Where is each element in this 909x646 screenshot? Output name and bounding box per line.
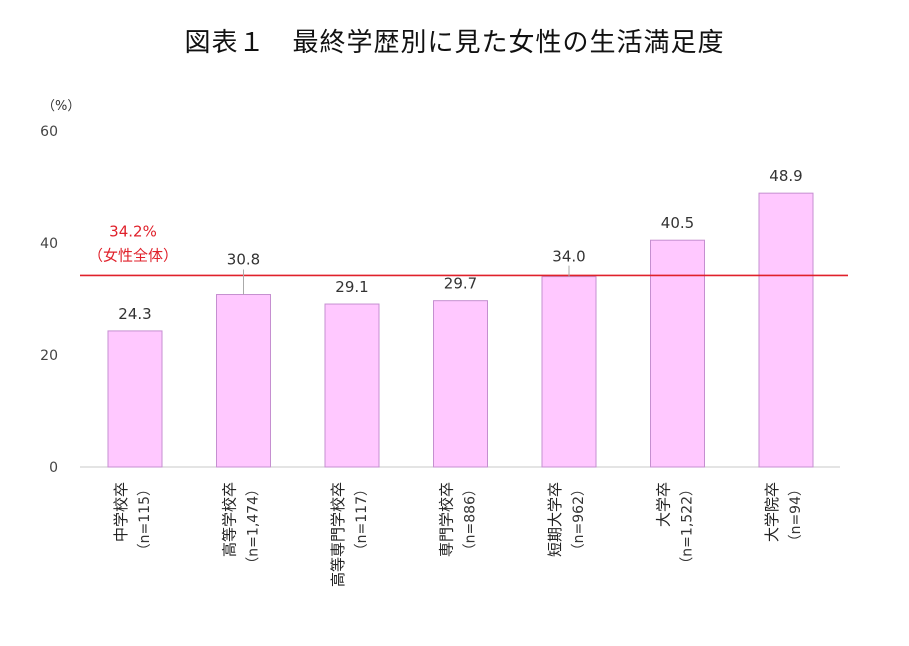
- x-tick-sample-size: （n=94）: [788, 482, 804, 548]
- x-tick-sample-size: （n=886）: [463, 482, 479, 557]
- data-label: 29.7: [444, 275, 477, 293]
- x-tick-sample-size: （n=1,474）: [246, 482, 262, 571]
- data-label: 24.3: [118, 305, 151, 323]
- x-tick-label: 短期大学卒: [546, 482, 564, 557]
- chart-title: 図表１ 最終学歴別に見た女性の生活満足度: [184, 28, 725, 58]
- x-tick-label: 専門学校卒: [438, 482, 456, 557]
- data-label: 34.0: [552, 248, 585, 266]
- bar: [433, 300, 488, 468]
- x-tick-label: 大学院卒: [763, 482, 781, 542]
- data-label: 30.8: [227, 251, 260, 269]
- x-tick-label-group: 中学校卒 （n=115）: [112, 482, 153, 557]
- bar: [541, 276, 597, 468]
- x-tick-sample-size: （n=117）: [354, 482, 370, 557]
- x-tick-label-group: 高等専門学校卒 （n=117）: [329, 482, 370, 587]
- x-tick-label-group: 大学院卒 （n=94）: [763, 482, 804, 548]
- y-tick-label: 40: [40, 236, 58, 252]
- x-tick-sample-size: （n=1,522）: [680, 482, 696, 571]
- bar: [324, 303, 380, 468]
- bar: [107, 330, 163, 468]
- reference-line-sublabel: （女性全体）: [88, 246, 178, 264]
- data-label: 40.5: [661, 214, 694, 232]
- x-tick-label-group: 高等学校卒 （n=1,474）: [221, 482, 262, 571]
- y-tick-label: 20: [40, 348, 58, 364]
- y-axis-unit-label: （%）: [42, 99, 80, 114]
- y-tick-label: 60: [40, 124, 58, 140]
- x-tick-label-group: 専門学校卒 （n=886）: [438, 482, 479, 557]
- x-tick-label: 大学卒: [655, 482, 673, 527]
- reference-line-value-label: 34.2%: [109, 222, 157, 240]
- data-label: 29.1: [335, 278, 368, 296]
- data-label: 48.9: [769, 167, 802, 185]
- x-tick-label-group: 大学卒 （n=1,522）: [655, 482, 696, 571]
- x-tick-sample-size: （n=962）: [571, 482, 587, 557]
- x-tick-label: 高等専門学校卒: [329, 482, 347, 587]
- bar: [216, 294, 271, 468]
- bar: [650, 239, 705, 468]
- x-tick-sample-size: （n=115）: [137, 482, 153, 557]
- x-tick-label: 高等学校卒: [221, 482, 239, 557]
- x-tick-label: 中学校卒: [112, 482, 130, 542]
- x-tick-label-group: 短期大学卒 （n=962）: [546, 482, 587, 557]
- y-tick-label: 0: [49, 460, 58, 476]
- bar: [758, 192, 814, 468]
